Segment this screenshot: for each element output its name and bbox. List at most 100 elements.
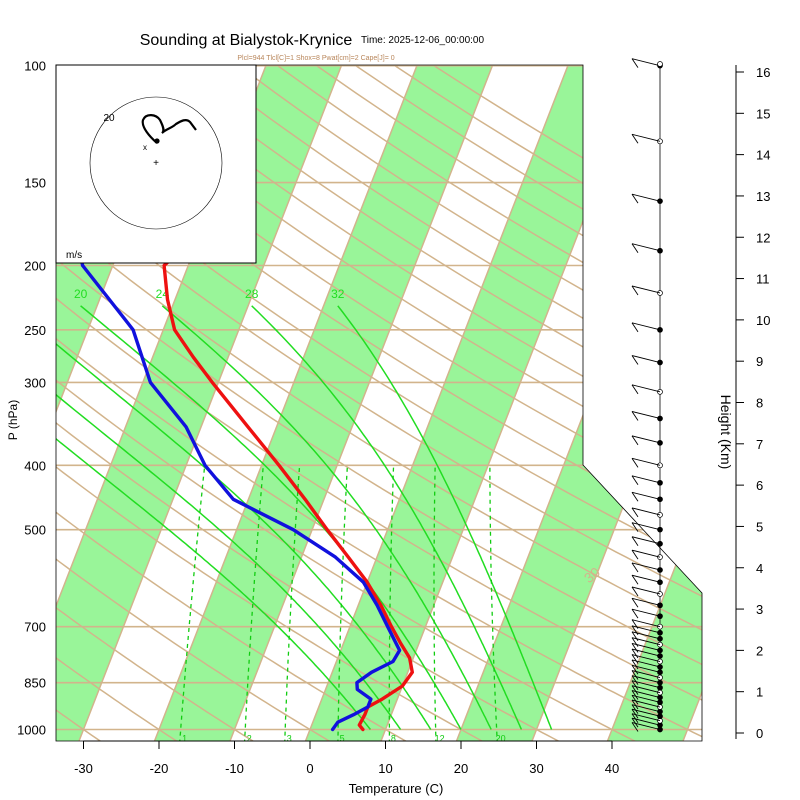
wind-barb-flag xyxy=(631,562,639,573)
dry-adiabat-label: 100 xyxy=(0,80,7,102)
wind-barb-flag xyxy=(631,507,639,518)
wind-barb-flag xyxy=(631,435,639,446)
wind-barb xyxy=(631,597,661,606)
x-tick-label: 30 xyxy=(529,761,543,776)
hodograph-x-marker: x xyxy=(143,143,147,152)
dry-adiabat xyxy=(56,65,702,741)
pressure-tick-label: 200 xyxy=(24,258,46,273)
wind-barb xyxy=(631,507,661,516)
height-tick-label: 5 xyxy=(756,519,763,534)
wind-barb-flag xyxy=(631,631,639,642)
height-axis-label: Height (Km) xyxy=(718,395,734,470)
wind-barbs xyxy=(631,58,663,733)
pressure-tick-label: 100 xyxy=(24,59,46,74)
wind-barb xyxy=(631,322,661,331)
wind-barb-flag xyxy=(631,690,639,700)
wind-barb-flag xyxy=(631,648,639,659)
hodograph-units: m/s xyxy=(66,250,82,261)
wind-barb-flag xyxy=(631,680,639,690)
height-tick-label: 2 xyxy=(756,643,763,658)
chart-time: Time: 2025-12-06_00:00:00 xyxy=(361,35,484,46)
isotherm xyxy=(76,65,348,741)
mixing-ratio-label: 20 xyxy=(496,734,506,744)
dry-adiabat xyxy=(56,65,702,741)
wind-barb xyxy=(631,491,661,500)
wind-barb-flag xyxy=(631,654,639,664)
mixing-ratio-line xyxy=(284,465,301,741)
wind-barb-flag xyxy=(631,536,639,546)
pressure-tick-label: 850 xyxy=(24,676,46,691)
moist-adiabat-label: 20 xyxy=(74,287,88,301)
wind-barb xyxy=(631,690,661,698)
height-tick-label: 9 xyxy=(756,354,763,369)
wind-barb xyxy=(631,435,661,444)
wind-barb-flag xyxy=(631,193,639,204)
isotherm-band xyxy=(56,65,348,741)
wind-barb-flag xyxy=(631,695,639,705)
wind-barb xyxy=(631,608,661,617)
dry-adiabat xyxy=(56,65,702,741)
wind-barb xyxy=(631,717,661,726)
wind-barb xyxy=(631,193,661,202)
height-tick-label: 14 xyxy=(756,148,770,163)
dry-adiabat xyxy=(56,65,646,741)
wind-barb xyxy=(631,722,661,730)
wind-barb-flag xyxy=(631,58,639,68)
wind-barb xyxy=(631,685,661,694)
height-tick-label: 16 xyxy=(756,65,770,80)
height-tick-label: 8 xyxy=(756,396,763,411)
wind-barb-flag xyxy=(631,322,639,333)
wind-barb-flag xyxy=(631,574,639,585)
dry-adiabat xyxy=(56,65,416,741)
wind-barb-flag xyxy=(631,475,639,486)
wind-barb-flag xyxy=(631,708,639,719)
moist-adiabat xyxy=(56,305,371,730)
wind-barb-flag xyxy=(631,549,639,560)
hodograph-inset: + 20 x m/s xyxy=(55,64,257,264)
wind-barb-flag xyxy=(631,722,639,732)
wind-barb-flag xyxy=(631,625,639,636)
isotherm-label: 10 xyxy=(581,175,603,197)
dry-adiabat xyxy=(56,65,569,741)
hodograph-ring-label: 20 xyxy=(103,113,115,124)
pressure-tick-label: 500 xyxy=(24,523,46,538)
hodograph-trace xyxy=(141,114,197,144)
height-tick-label: 6 xyxy=(756,478,763,493)
wind-barb xyxy=(631,536,661,545)
height-tick-label: 1 xyxy=(756,685,763,700)
isotherm xyxy=(0,51,45,746)
wind-barb xyxy=(631,574,661,583)
wind-barb-flag xyxy=(631,619,639,629)
isotherm xyxy=(151,65,424,741)
dry-adiabat xyxy=(120,65,702,741)
moist-adiabat-label: 16 xyxy=(4,287,18,301)
wind-barb-flag xyxy=(631,355,639,365)
height-tick-label: 0 xyxy=(756,726,763,741)
isotherm-band xyxy=(0,51,45,746)
isotherm xyxy=(302,65,575,741)
wind-barb-flag xyxy=(631,699,639,710)
wind-barb xyxy=(631,708,661,717)
wind-barb xyxy=(631,355,661,363)
wind-barb-flag xyxy=(631,643,639,653)
wind-barb-flag xyxy=(631,659,639,670)
mixing-ratio-line xyxy=(178,465,206,741)
wind-barb-flag xyxy=(631,243,639,253)
height-tick-label: 13 xyxy=(756,189,770,204)
wind-barb-flag xyxy=(631,411,639,421)
x-tick-label: -10 xyxy=(225,761,244,776)
wind-barb-flag xyxy=(631,637,639,647)
wind-barb-flag xyxy=(631,134,639,144)
wind-barb xyxy=(631,713,661,722)
moist-adiabat-label: 28 xyxy=(245,287,259,301)
dry-adiabat xyxy=(56,65,262,741)
isotherm-label: 20 xyxy=(581,369,603,391)
chart-title: Sounding at Bialystok-Krynice xyxy=(140,32,353,49)
moist-adiabat xyxy=(251,305,523,730)
wind-barb xyxy=(631,619,661,628)
pressure-tick-label: 1000 xyxy=(17,723,46,738)
wind-barb-flag xyxy=(631,685,639,695)
pressure-tick-label: 400 xyxy=(24,458,46,473)
